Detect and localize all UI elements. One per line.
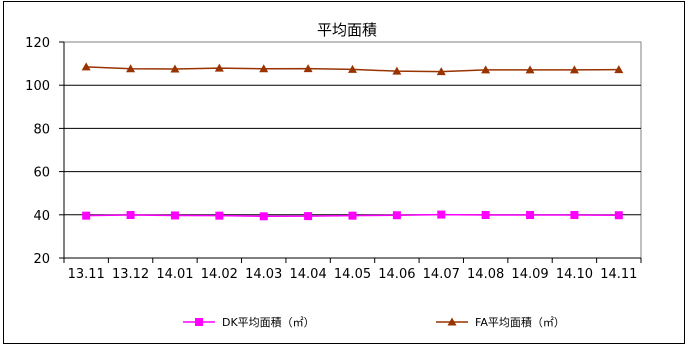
data-point	[614, 65, 624, 74]
y-tick-label: 120	[25, 36, 50, 51]
y-tick-label: 60	[33, 166, 50, 181]
y-tick-label: 100	[25, 79, 50, 94]
x-tick-label: 13.11	[68, 267, 105, 282]
legend-label: DK平均面積（㎡）	[222, 315, 315, 329]
y-tick-label: 40	[33, 209, 50, 224]
x-tick-label: 14.02	[201, 267, 238, 282]
axes	[59, 41, 642, 263]
legend-label: FA平均面積（㎡）	[475, 315, 565, 329]
data-point	[126, 211, 135, 220]
data-point	[570, 211, 579, 220]
x-tick-label: 14.09	[511, 267, 548, 282]
y-tick-label: 20	[33, 252, 50, 267]
y-tick-label: 80	[33, 122, 50, 137]
x-tick-label: 14.05	[334, 267, 371, 282]
data-point	[392, 66, 402, 75]
data-point	[304, 212, 313, 221]
data-point	[126, 64, 136, 73]
data-point	[348, 64, 357, 73]
x-tick-label: 13.12	[112, 267, 149, 282]
data-point	[569, 65, 579, 74]
data-point	[81, 62, 91, 71]
x-tick-label: 14.10	[556, 267, 593, 282]
data-point	[214, 63, 224, 72]
x-tick-label: 14.08	[467, 267, 504, 282]
data-point	[170, 211, 179, 220]
y-tick-labels: 20 40 60 80 100 120	[25, 36, 50, 267]
data-point	[392, 211, 401, 220]
data-point	[259, 64, 269, 73]
data-point	[614, 211, 623, 220]
data-point	[481, 65, 491, 74]
data-point	[82, 211, 91, 220]
data-point	[348, 211, 357, 220]
legend-marker	[447, 317, 457, 326]
x-tick-labels: 13.11 13.12 14.01 14.02 14.03 14.04 14.05 14.06…	[68, 267, 638, 282]
data-point	[437, 210, 446, 219]
data-point	[525, 65, 535, 74]
data-point	[215, 211, 224, 220]
x-tick-label: 14.06	[378, 267, 415, 282]
data-point	[481, 211, 490, 220]
legend-marker	[195, 318, 203, 326]
data-point	[303, 64, 313, 73]
data-point	[170, 64, 180, 73]
x-tick-label: 14.07	[423, 267, 460, 282]
chart-title: 平均面積	[317, 21, 377, 39]
legend: DK平均面積（㎡） FA平均面積（㎡）	[183, 315, 565, 329]
data-point	[259, 212, 268, 221]
data-point	[436, 67, 446, 76]
x-tick-label: 14.01	[156, 267, 193, 282]
chart-border	[3, 1, 685, 344]
x-tick-label: 14.03	[245, 267, 282, 282]
series	[81, 62, 624, 221]
data-point	[526, 211, 535, 220]
x-tick-label: 14.11	[600, 267, 637, 282]
x-tick-label: 14.04	[290, 267, 327, 282]
